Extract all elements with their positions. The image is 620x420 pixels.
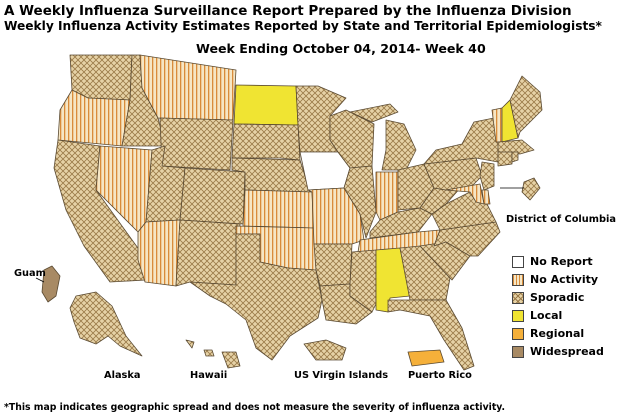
state-wyoming (159, 117, 234, 171)
state-dc (521, 177, 541, 201)
state-new-mexico (175, 219, 241, 287)
state-illinois (343, 165, 377, 239)
territory-usvi (303, 339, 347, 361)
state-indiana (375, 171, 399, 221)
state-arizona (137, 219, 181, 287)
territory-puerto-rico (407, 349, 445, 367)
label-hawaii: Hawaii (190, 370, 228, 381)
legend-label-local: Local (530, 309, 563, 322)
state-montana (139, 54, 237, 121)
footnote: *This map indicates geographic spread an… (4, 402, 506, 413)
legend-swatch-sporadic (512, 292, 524, 304)
state-florida (387, 299, 475, 371)
legend-swatch-noreport (512, 256, 524, 268)
label-usvi: US Virgin Islands (294, 370, 389, 381)
state-arkansas (313, 243, 353, 287)
state-alaska (69, 291, 143, 357)
guam-leader-line (35, 277, 45, 283)
legend-swatch-widespread (512, 346, 524, 358)
week-heading: Week Ending October 04, 2014- Week 40 (196, 41, 486, 56)
state-new-york (423, 117, 501, 165)
state-north-dakota (233, 84, 299, 126)
state-maine (509, 75, 543, 139)
state-massachusetts (497, 139, 535, 155)
legend-label-regional: Regional (530, 327, 585, 340)
label-alaska: Alaska (104, 370, 141, 381)
legend-swatch-local (512, 310, 524, 322)
report-subtitle: Weekly Influenza Activity Estimates Repo… (4, 19, 602, 33)
legend-label-noactivity: No Activity (530, 273, 599, 286)
state-hawaii (185, 339, 241, 369)
state-rhode-island (511, 151, 519, 163)
legend-label-noreport: No Report (530, 255, 593, 268)
legend-swatch-regional (512, 328, 524, 340)
legend-swatch-noactivity (512, 274, 524, 286)
state-colorado (179, 167, 246, 225)
label-guam: Guam (14, 268, 46, 279)
state-georgia (399, 245, 451, 301)
state-kansas (242, 189, 315, 229)
legend-label-sporadic: Sporadic (530, 291, 585, 304)
legend-label-widespread: Widespread (530, 345, 604, 358)
label-puerto-rico: Puerto Rico (408, 370, 472, 381)
state-maryland (445, 183, 485, 205)
report-title: A Weekly Influenza Surveillance Report P… (4, 3, 572, 19)
state-texas (189, 233, 323, 361)
state-new-jersey (479, 161, 495, 191)
state-south-dakota (231, 123, 301, 161)
territory-guam (41, 265, 61, 303)
label-dc: District of Columbia (506, 214, 616, 225)
state-connecticut (497, 151, 513, 167)
legend: No Report No Activity Sporadic Local Reg… (512, 255, 618, 367)
